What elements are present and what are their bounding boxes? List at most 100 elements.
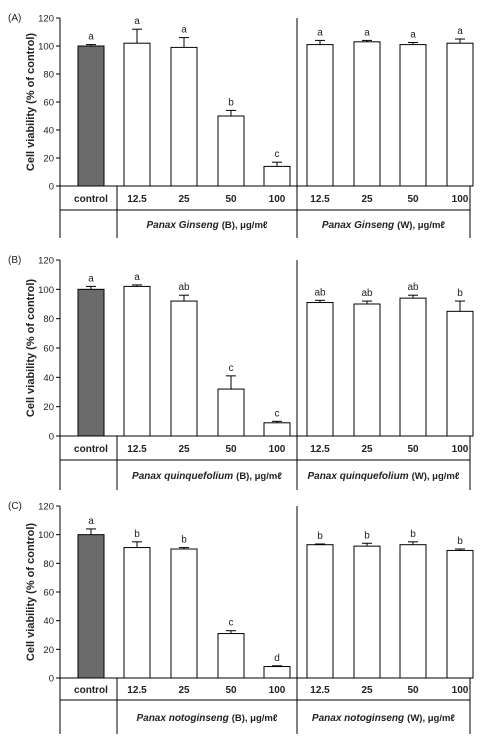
x-category-label: 100 xyxy=(452,444,469,455)
bar xyxy=(446,549,474,679)
y-tick-label: 100 xyxy=(38,42,54,53)
x-category-label: 12.5 xyxy=(127,444,147,455)
x-category-label: 25 xyxy=(361,444,373,455)
y-tick-label: 100 xyxy=(38,285,54,296)
significance-label: ab xyxy=(178,282,190,293)
significance-label: a xyxy=(364,27,370,38)
group-label: Panax notoginseng (B), μg/mℓ xyxy=(136,713,277,724)
bar xyxy=(170,548,198,679)
x-category-label: 100 xyxy=(452,194,469,205)
significance-label: ab xyxy=(314,287,326,298)
x-category-label: 100 xyxy=(269,685,286,696)
y-tick-label: 20 xyxy=(43,402,54,413)
y-axis-label: Cell viability (% of control) xyxy=(25,523,37,661)
significance-label: ab xyxy=(361,288,373,299)
significance-label: b xyxy=(317,531,323,542)
y-axis-label: Cell viability (% of control) xyxy=(25,33,37,171)
x-category-label: 50 xyxy=(225,685,237,696)
chart-panel-a: (A) Cell viability (% of control) 0 20 40 60 8… xyxy=(8,13,474,238)
bar xyxy=(306,302,334,437)
significance-label: a xyxy=(457,26,463,37)
bar xyxy=(353,303,381,437)
y-tick-label: 100 xyxy=(38,530,54,541)
significance-label: a xyxy=(88,32,94,43)
significance-label: c xyxy=(275,149,280,160)
bar xyxy=(399,44,427,187)
group-suffix: (W), μg/mℓ xyxy=(412,471,460,482)
group-species-name: Panax notoginseng xyxy=(312,713,404,724)
bar xyxy=(263,422,291,437)
group-label: Panax quinquefolium (W), μg/mℓ xyxy=(307,471,459,482)
significance-label: b xyxy=(457,536,463,547)
x-category-label: 100 xyxy=(269,444,286,455)
significance-label: b xyxy=(457,288,463,299)
significance-label: b xyxy=(364,530,370,541)
significance-label: a xyxy=(134,16,140,27)
y-tick-label: 0 xyxy=(49,674,54,685)
significance-label: b xyxy=(181,535,187,546)
x-category-label: 50 xyxy=(225,194,237,205)
bar xyxy=(446,310,474,437)
group-species-name: Panax Ginseng xyxy=(146,220,218,231)
y-tick-label: 40 xyxy=(43,616,54,627)
y-tick-label: 80 xyxy=(43,314,54,325)
bar xyxy=(306,44,334,187)
y-tick-label: 0 xyxy=(49,182,54,193)
significance-label: a xyxy=(410,30,416,41)
significance-label: d xyxy=(274,653,280,664)
y-tick-label: 60 xyxy=(43,344,54,355)
y-tick-label: 40 xyxy=(43,373,54,384)
x-category-label: 25 xyxy=(361,685,373,696)
significance-label: c xyxy=(275,408,280,419)
y-tick-label: 40 xyxy=(43,126,54,137)
group-label: Panax Ginseng (W), μg/mℓ xyxy=(322,220,446,231)
x-category-label: control xyxy=(74,685,108,696)
bar xyxy=(170,46,198,187)
bar xyxy=(263,666,291,679)
y-tick-label: 120 xyxy=(38,256,54,267)
significance-label: ab xyxy=(407,282,419,293)
group-suffix: (B), μg/mℓ xyxy=(222,220,268,231)
x-category-label: 50 xyxy=(225,444,237,455)
y-tick-label: 80 xyxy=(43,70,54,81)
bar xyxy=(399,297,427,437)
chart-panel-c: (C)Cell viability (% of control) 0 20 40 60 8… xyxy=(8,501,474,734)
bar xyxy=(353,545,381,679)
group-label: Panax Ginseng (B), μg/mℓ xyxy=(146,220,267,231)
group-species-name: Panax quinquefolium xyxy=(132,471,233,482)
x-category-label: 100 xyxy=(269,194,286,205)
group-suffix: (B), μg/mℓ xyxy=(232,713,278,724)
bar xyxy=(77,534,105,679)
y-tick-label: 0 xyxy=(49,432,54,443)
bar xyxy=(306,544,334,679)
chart-panel-b: (B) Cell viability (% of control) 0 20 40 60 8… xyxy=(8,255,474,490)
x-category-label: 12.5 xyxy=(310,444,330,455)
x-category-label: 12.5 xyxy=(127,685,147,696)
group-species-name: Panax notoginseng xyxy=(136,713,228,724)
bar xyxy=(123,547,151,679)
x-category-label: 12.5 xyxy=(310,685,330,696)
bar xyxy=(123,42,151,187)
bar xyxy=(77,45,105,187)
x-category-label: control xyxy=(74,194,108,205)
significance-label: a xyxy=(181,25,187,36)
panel-label: (A) xyxy=(8,13,21,24)
significance-label: a xyxy=(134,272,140,283)
bar xyxy=(399,544,427,679)
y-tick-label: 60 xyxy=(43,98,54,109)
y-tick-label: 120 xyxy=(38,14,54,25)
x-category-label: 25 xyxy=(178,444,190,455)
x-category-label: 50 xyxy=(407,194,419,205)
bar xyxy=(77,288,105,437)
bar xyxy=(353,41,381,187)
significance-label: a xyxy=(88,516,94,527)
x-category-label: 25 xyxy=(361,194,373,205)
y-tick-label: 80 xyxy=(43,559,54,570)
panel-label: (C) xyxy=(8,501,22,512)
significance-label: b xyxy=(134,529,140,540)
bar xyxy=(446,42,474,187)
group-suffix: (W), μg/mℓ xyxy=(397,220,445,231)
significance-label: a xyxy=(88,273,94,284)
bar xyxy=(263,165,291,187)
x-category-label: control xyxy=(74,444,108,455)
